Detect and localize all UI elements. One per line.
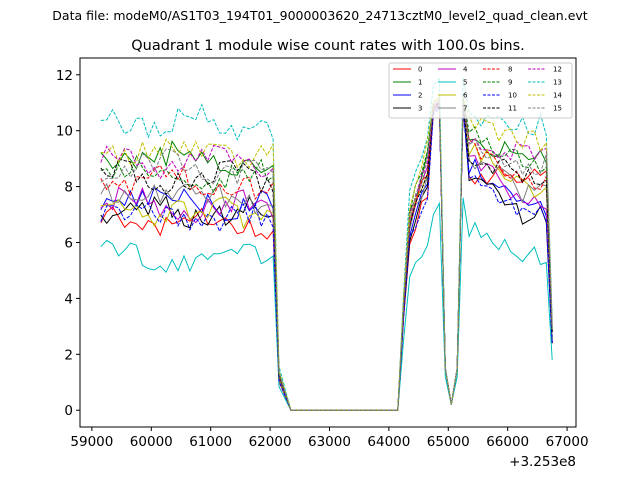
series-layer bbox=[100, 76, 553, 411]
legend-label-10: 10 bbox=[508, 92, 517, 100]
legend-label-11: 11 bbox=[508, 105, 517, 113]
chart-title: Quadrant 1 module wise count rates with … bbox=[131, 38, 525, 54]
x-tick-label: 59000 bbox=[70, 434, 113, 450]
y-tick-label: 8 bbox=[64, 180, 73, 196]
legend-label-15: 15 bbox=[553, 105, 562, 113]
series-line-15 bbox=[100, 98, 553, 411]
series-line-9 bbox=[100, 95, 553, 411]
legend-label-12: 12 bbox=[553, 66, 562, 74]
series-line-6 bbox=[100, 98, 553, 411]
x-tick-label: 64000 bbox=[367, 434, 410, 450]
legend-label-0: 0 bbox=[418, 66, 422, 74]
series-line-14 bbox=[100, 95, 553, 411]
x-tick-label: 62000 bbox=[249, 434, 292, 450]
tick-layer: 59000 60000 61000 62000 63000 64000 65000 66000… bbox=[56, 68, 589, 450]
legend-label-3: 3 bbox=[418, 105, 422, 113]
series-line-13 bbox=[100, 76, 553, 411]
legend-label-14: 14 bbox=[553, 92, 562, 100]
x-tick-label: 60000 bbox=[130, 434, 173, 450]
series-line-5 bbox=[100, 197, 553, 411]
legend-label-1: 1 bbox=[418, 79, 422, 87]
x-tick-label: 65000 bbox=[427, 434, 470, 450]
legend-label-5: 5 bbox=[463, 79, 467, 87]
legend-label-7: 7 bbox=[463, 105, 467, 113]
legend-label-4: 4 bbox=[463, 66, 468, 74]
series-line-12 bbox=[100, 98, 553, 411]
series-line-8 bbox=[100, 101, 553, 411]
legend-label-2: 2 bbox=[418, 92, 422, 100]
y-tick-label: 12 bbox=[56, 68, 73, 84]
x-tick-label: 63000 bbox=[308, 434, 351, 450]
plot-frame bbox=[79, 57, 577, 428]
chart-suptitle: Data file: modeM0/AS1T03_194T01_90000036… bbox=[52, 8, 587, 23]
legend-box bbox=[388, 62, 573, 119]
legend-label-9: 9 bbox=[508, 79, 512, 87]
legend-label-6: 6 bbox=[463, 92, 468, 100]
y-tick-label: 10 bbox=[56, 124, 73, 140]
series-line-2 bbox=[100, 104, 553, 411]
x-tick-label: 67000 bbox=[546, 434, 589, 450]
y-tick-label: 4 bbox=[64, 291, 73, 307]
legend-label-8: 8 bbox=[508, 66, 512, 74]
y-tick-label: 2 bbox=[64, 347, 73, 363]
legend-label-13: 13 bbox=[553, 79, 562, 87]
x-offset-label: +3.253e8 bbox=[509, 454, 576, 470]
x-tick-label: 61000 bbox=[189, 434, 232, 450]
y-tick-label: 6 bbox=[64, 236, 73, 252]
x-tick-label: 66000 bbox=[486, 434, 529, 450]
y-tick-label: 0 bbox=[64, 403, 73, 419]
series-line-1 bbox=[100, 98, 553, 411]
